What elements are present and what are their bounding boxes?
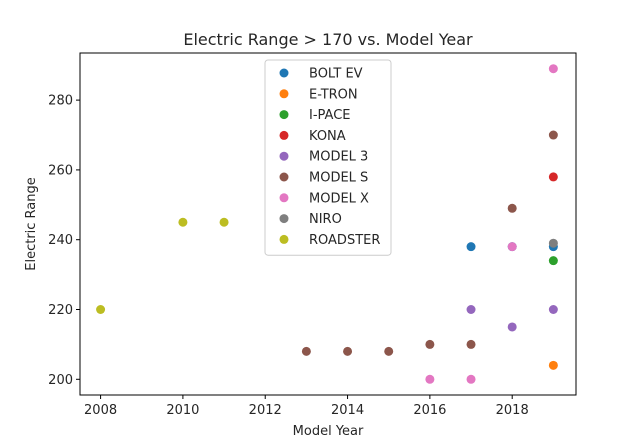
data-point — [466, 305, 476, 314]
y-tick-label: 220 — [48, 303, 73, 318]
legend-label: ROADSTER — [309, 233, 380, 248]
y-axis-label: Electric Range — [24, 177, 39, 271]
x-tick-label: 2012 — [249, 403, 282, 418]
series-i-pace — [548, 256, 558, 266]
x-tick-label: 2010 — [166, 403, 199, 418]
data-point — [384, 346, 394, 356]
legend-label: I-PACE — [309, 108, 351, 123]
data-point — [96, 305, 106, 314]
data-point — [425, 339, 435, 349]
data-point — [219, 217, 229, 227]
data-point — [548, 172, 558, 182]
legend-marker — [279, 193, 289, 203]
data-point — [507, 322, 517, 332]
series-model-x — [425, 64, 558, 384]
legend-label: E-TRON — [309, 87, 358, 102]
chart-title: Electric Range > 170 vs. Model Year — [183, 30, 473, 49]
data-point — [548, 305, 558, 314]
legend-box — [264, 59, 392, 256]
series-roadster — [96, 217, 229, 314]
x-tick-label: 2008 — [84, 403, 117, 418]
x-axis-label: Model Year — [293, 424, 364, 439]
x-tick-label: 2014 — [331, 403, 364, 418]
y-tick-label: 200 — [48, 373, 73, 388]
data-point — [548, 256, 558, 266]
legend: BOLT EV E-TRON I-PACE KONA MODEL 3 MODEL S MOD… — [264, 59, 392, 256]
data-point — [466, 374, 476, 384]
x-axis: 2008 2010 2012 2014 2016 2018 — [84, 395, 529, 418]
legend-marker — [279, 172, 289, 182]
legend-marker — [279, 68, 289, 78]
data-point — [301, 346, 311, 356]
series-e-tron — [548, 360, 558, 370]
legend-label: KONA — [309, 129, 346, 144]
series-kona — [548, 172, 558, 182]
legend-marker — [279, 110, 289, 120]
data-point — [466, 339, 476, 349]
data-point — [507, 242, 517, 252]
data-point — [178, 217, 188, 227]
legend-marker — [279, 151, 289, 161]
plot-frame — [79, 52, 577, 396]
x-tick-label: 2016 — [413, 403, 446, 418]
y-axis: 200 220 240 260 280 — [48, 94, 80, 388]
legend-label: BOLT EV — [309, 67, 363, 82]
data-point — [425, 374, 435, 384]
plot-area — [96, 64, 558, 384]
legend-label: MODEL 3 — [309, 150, 368, 165]
data-point — [548, 238, 558, 248]
y-tick-label: 280 — [48, 94, 73, 109]
series-model-s — [301, 130, 558, 356]
x-tick-label: 2018 — [496, 403, 529, 418]
y-tick-label: 240 — [48, 233, 73, 248]
legend-marker — [279, 234, 289, 244]
data-point — [548, 360, 558, 370]
data-point — [548, 130, 558, 140]
legend-marker — [279, 130, 289, 140]
legend-label: MODEL S — [309, 171, 368, 186]
legend-label: MODEL X — [309, 191, 369, 206]
data-point — [343, 346, 353, 356]
legend-marker — [279, 89, 289, 99]
data-point — [548, 64, 558, 74]
legend-marker — [279, 214, 289, 224]
data-point — [466, 242, 476, 252]
data-point — [507, 203, 517, 213]
series-niro — [548, 238, 558, 248]
y-tick-label: 260 — [48, 163, 73, 178]
series-model-3 — [466, 305, 558, 332]
legend-label: NIRO — [309, 212, 342, 227]
